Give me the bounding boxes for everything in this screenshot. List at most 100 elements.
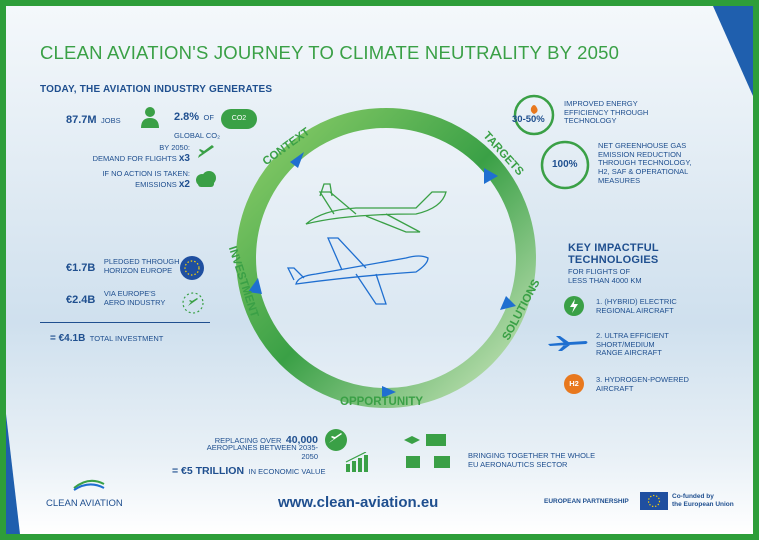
target-2-text: NET GREENHOUSE GAS EMISSION REDUCTION TH…	[598, 141, 692, 185]
investment-1-line: PLEDGED THROUGH	[103, 257, 180, 266]
sector-text: BRINGING TOGETHER THE WHOLE EU AERONAUTI…	[468, 451, 596, 469]
target-1-value: 30-50%	[512, 114, 545, 125]
jobs-label: JOBS	[101, 116, 121, 125]
cofunded-line: the European Union	[672, 500, 734, 508]
tech-item-line: SHORT/MEDIUM	[596, 339, 655, 349]
cycle-arrow	[290, 152, 304, 168]
jobs-value: 87.7M	[66, 114, 97, 126]
investment-2: €2.4B VIA EUROPE'S AERO INDUSTRY	[66, 289, 166, 308]
cloud-icon	[196, 171, 216, 187]
co2-value: 2.8%	[174, 111, 200, 123]
tech-item-line: RANGE AIRCRAFT	[596, 348, 662, 358]
today-heading: TODAY, THE AVIATION INDUSTRY GENERATES	[40, 84, 273, 95]
tech-heading-line: TECHNOLOGIES	[568, 254, 659, 267]
infographic-frame: CLEAN AVIATION'S JOURNEY TO CLIMATE NEUT…	[6, 6, 753, 534]
clean-aviation-logo	[73, 479, 105, 491]
cycle-arrow	[484, 168, 498, 184]
partnership-label: EUROPEAN PARTNERSHIP	[544, 498, 629, 505]
replace-line1: REPLACING OVER	[214, 436, 282, 445]
investment-1: €1.7B PLEDGED THROUGH HORIZON EUROPE	[66, 257, 180, 276]
electric-icon	[564, 296, 584, 316]
economic-value: = €5 TRILLION	[172, 465, 245, 477]
demand-line1: BY 2050:	[159, 143, 190, 152]
badge-plane-icon	[325, 429, 347, 451]
target-1-line: EFFICIENCY THROUGH	[564, 107, 649, 117]
target-2-line: NET GREENHOUSE GAS	[598, 141, 687, 150]
sector-line: BRINGING TOGETHER THE WHOLE	[468, 451, 596, 460]
replace-value: 40,000	[285, 434, 318, 446]
tech-item-1: 1. (HYBRID) ELECTRIC REGIONAL AIRCRAFT	[596, 297, 677, 315]
eu-flag-icon	[180, 256, 204, 280]
economic-label: IN ECONOMIC VALUE	[248, 467, 326, 476]
jobs-stat: 87.7M JOBS	[66, 110, 121, 128]
target-ring-1	[513, 94, 555, 136]
demand-mult: x3	[178, 152, 190, 164]
cofunded-line: Co-funded by	[672, 493, 714, 500]
investment-total-label: TOTAL INVESTMENT	[89, 334, 164, 343]
eu-stars-icon	[182, 292, 204, 314]
hydrogen-icon: H2	[564, 374, 584, 394]
replace-stat: REPLACING OVER 40,000	[192, 430, 318, 448]
target-2-line: EMISSION REDUCTION	[598, 149, 682, 159]
tech-item-line: 3. HYDROGEN-POWERED	[596, 375, 689, 384]
tech-sub-line: FOR FLIGHTS OF	[568, 267, 631, 276]
emissions-mult: x2	[178, 178, 190, 190]
person-icon	[141, 107, 159, 128]
tech-item-line: REGIONAL AIRCRAFT	[596, 305, 674, 315]
growth-chart-icon	[345, 452, 368, 472]
industry-icons	[404, 434, 450, 468]
cloud-co2-text: CO2	[231, 115, 247, 122]
demand-stat: BY 2050: DEMAND FOR FLIGHTS x3	[86, 143, 190, 164]
plane-icon	[198, 145, 214, 158]
tech-item-line: AIRCRAFT	[596, 383, 634, 393]
investment-1-value: €1.7B	[66, 262, 96, 274]
cycle-label-opportunity: OPPORTUNITY	[340, 396, 424, 408]
cofunded-text: Co-funded by the European Union	[672, 493, 734, 509]
target-2-value: 100%	[552, 159, 578, 170]
co2-label: GLOBAL CO₂	[174, 131, 220, 140]
co2-label-of: OF	[203, 113, 214, 122]
cycle-arrow	[500, 296, 516, 310]
target-ring-2	[540, 140, 590, 190]
investment-2-value: €2.4B	[66, 294, 96, 306]
investment-total-value: = €4.1B	[50, 333, 86, 344]
investment-2-line: VIA EUROPE'S	[103, 289, 156, 298]
investment-2-line: AERO INDUSTRY	[103, 297, 166, 307]
aircraft-outline	[305, 183, 447, 233]
page-title: CLEAN AVIATION'S JOURNEY TO CLIMATE NEUT…	[40, 42, 620, 63]
aircraft-outline	[286, 237, 429, 305]
corner-decoration	[713, 6, 753, 96]
emissions-line1: IF NO ACTION IS TAKEN:	[102, 169, 190, 178]
corner-decoration	[6, 414, 20, 534]
emissions-stat: IF NO ACTION IS TAKEN: EMISSIONS x2	[76, 169, 190, 190]
tech-heading-line: KEY IMPACTFUL	[568, 242, 659, 254]
tech-item-line: 1. (HYBRID) ELECTRIC	[596, 297, 677, 306]
target-1-line: TECHNOLOGY	[564, 116, 617, 126]
aircraft-icon	[548, 336, 588, 351]
investment-2-text: VIA EUROPE'S AERO INDUSTRY	[103, 289, 166, 307]
replace-line2: AEROPLANES BETWEEN 2035-2050	[206, 443, 318, 461]
sector-line: EU AERONAUTICS SECTOR	[468, 459, 568, 469]
hydrogen-badge-text: H2	[569, 379, 579, 388]
investment-1-text: PLEDGED THROUGH HORIZON EUROPE	[103, 257, 180, 275]
economic-stat: = €5 TRILLION IN ECONOMIC VALUE	[172, 461, 325, 479]
website-link[interactable]: www.clean-aviation.eu	[278, 494, 439, 511]
emissions-line2: EMISSIONS	[135, 179, 177, 189]
cycle-arrow	[248, 278, 262, 294]
tech-heading: KEY IMPACTFUL TECHNOLOGIES	[568, 242, 659, 266]
tech-item-line: 2. ULTRA EFFICIENT	[596, 331, 669, 340]
tech-sub: FOR FLIGHTS OF LESS THAN 4000 KM	[568, 267, 642, 285]
demand-line2: DEMAND FOR FLIGHTS	[92, 153, 177, 163]
cycle-ring	[236, 108, 536, 408]
target-2-line: THROUGH TECHNOLOGY,	[598, 158, 692, 168]
cycle-arrow	[382, 386, 396, 398]
target-1-text: IMPROVED ENERGY EFFICIENCY THROUGH TECHN…	[564, 99, 649, 126]
tech-sub-line: LESS THAN 4000 KM	[568, 275, 642, 285]
target-2-line: H2, SAF & OPERATIONAL	[598, 166, 689, 176]
cloud-co2-icon: CO2	[221, 109, 257, 129]
eu-flag-icon	[640, 492, 668, 510]
cycle-diagram	[236, 108, 536, 408]
divider	[40, 322, 210, 323]
co2-stat: 2.8% OF GLOBAL CO₂	[174, 107, 220, 143]
target-1-line: IMPROVED ENERGY	[564, 99, 638, 108]
